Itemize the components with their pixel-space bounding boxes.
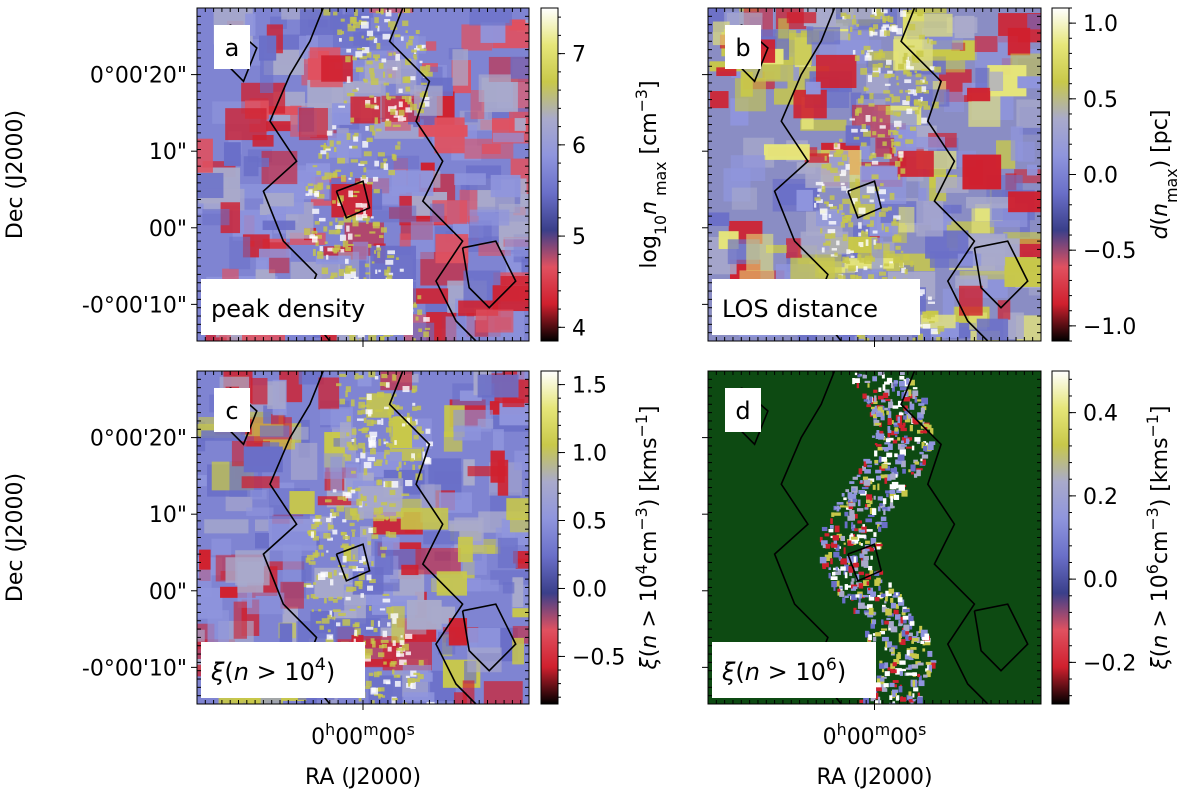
panel-label: LOS distance: [722, 295, 878, 323]
colorbar-tick-label: 4: [572, 316, 586, 341]
x-tick-label: 0h00m00s: [311, 720, 415, 751]
colorbar-tick-label: 1.5: [572, 374, 607, 399]
panel-letter-box: [214, 388, 250, 432]
y-tick-label: -0°00'10": [82, 656, 187, 681]
contour: [900, 8, 989, 341]
axis-ticks: [191, 8, 529, 347]
colorbar-gradient: [1051, 7, 1070, 342]
panel-label-box: [201, 279, 413, 335]
y-tick-label: 0°00'20": [90, 64, 187, 89]
colorbar-tick-label: 1.0: [1083, 12, 1118, 37]
colorbar-tick-label: 0.0: [1083, 568, 1118, 593]
colorbar-gradient: [1051, 370, 1070, 705]
panel-letter: d: [735, 397, 750, 425]
colorbar-tick-label: 0.5: [572, 510, 607, 535]
y-tick-label: 10": [149, 140, 187, 165]
panel-c: 0°00'20" 10" 00" -0°00'10" 0h00m00s Dec (J200…: [3, 370, 663, 790]
colorbar-tick-label: 5: [572, 225, 586, 250]
axis-ticks: [191, 371, 529, 710]
panel-label-box: [712, 642, 876, 698]
contour: [900, 371, 989, 704]
contour: [461, 603, 517, 672]
colorbar-tick-label: 7: [572, 43, 586, 68]
colorbar-tick-label: −0.5: [572, 645, 625, 670]
colorbar-tick-label: −1.0: [1083, 315, 1136, 340]
colorbar-tick-label: 6: [572, 134, 586, 159]
contour: [461, 240, 517, 309]
panel-letter-box: [725, 25, 761, 69]
x-tick-label: 0h00m00s: [823, 720, 927, 751]
y-axis-label: Dec (J2000): [3, 110, 28, 239]
colorbar-gradient: [540, 7, 559, 342]
colorbar: −0.5 0.0 0.5 1.0 1.5 ξ(n > 104cm−3) [kms−1]: [540, 370, 663, 705]
colorbar-tick-label: 0.4: [1083, 402, 1118, 427]
colorbar-gradient: [540, 370, 559, 705]
y-tick-label: 10": [149, 503, 187, 528]
contour: [335, 543, 371, 582]
panel-label: peak density: [211, 295, 365, 323]
panel-d: 0h00m00s RA (J2000) d ξ(n > 106) −0.2 0.0 0.2 0…: [702, 370, 1174, 790]
colorbar-tick-label: 0.0: [1083, 164, 1118, 189]
colorbar-tick-label: −0.2: [1083, 651, 1136, 676]
x-axis-label: RA (J2000): [816, 765, 932, 790]
panel-label-box: [201, 642, 365, 698]
colorbar-tick-label: 0.0: [572, 577, 607, 602]
contour: [335, 180, 371, 219]
panel-label: ξ(n > 106): [721, 655, 846, 686]
colorbar: −1.0 −0.5 0.0 0.5 1.0 d(nmax) [pc]: [1051, 7, 1181, 342]
panel-b: b LOS distance −1.0 −0.5 0.0 0.5 1.0 d(nmax) [p…: [702, 7, 1181, 347]
panel-letter-box: [214, 25, 250, 69]
colorbar-tick-label: 0.5: [1083, 88, 1118, 113]
colorbar-label: d(nmax) [pc]: [1148, 110, 1181, 240]
contour: [388, 371, 477, 704]
contour: [388, 8, 477, 341]
x-axis-label: RA (J2000): [305, 765, 421, 790]
contour: [847, 543, 883, 582]
colorbar-tick-label: −0.5: [1083, 239, 1136, 264]
panel-letter: a: [225, 34, 240, 62]
y-tick-label: 00": [149, 217, 187, 242]
contour: [847, 180, 883, 219]
y-tick-label: 0°00'20": [90, 427, 187, 452]
y-tick-label: 00": [149, 580, 187, 605]
panel-letter-box: [725, 388, 761, 432]
panel-letter: c: [225, 397, 238, 425]
y-axis-label: Dec (J2000): [3, 473, 28, 602]
map-image: [197, 371, 529, 704]
panel-label-box: [712, 279, 920, 335]
colorbar: −0.2 0.0 0.2 0.4 ξ(n > 106cm−3) [kms−1]: [1051, 370, 1174, 705]
panel-letter: b: [735, 34, 750, 62]
panel-a: 0°00'20" 10" 00" -0°00'10" Dec (J2000) a peak …: [3, 7, 670, 347]
colorbar-tick-label: 1.0: [572, 442, 607, 467]
colorbar-tick-label: 0.2: [1083, 485, 1118, 510]
colorbar: 4 5 6 7 log10n max [cm−3]: [540, 7, 670, 342]
y-tick-label: -0°00'10": [82, 293, 187, 318]
colorbar-label: ξ(n > 106cm−3) [kms−1]: [1143, 406, 1174, 671]
panel-label: ξ(n > 104): [210, 655, 335, 686]
map-image: [197, 8, 529, 341]
colorbar-label: log10n max [cm−3]: [632, 80, 670, 268]
contour: [973, 240, 1029, 309]
axis-ticks: [702, 371, 1041, 710]
axis-ticks: [702, 8, 1041, 347]
colorbar-label: ξ(n > 104cm−3) [kms−1]: [632, 406, 663, 671]
contour: [973, 603, 1029, 672]
